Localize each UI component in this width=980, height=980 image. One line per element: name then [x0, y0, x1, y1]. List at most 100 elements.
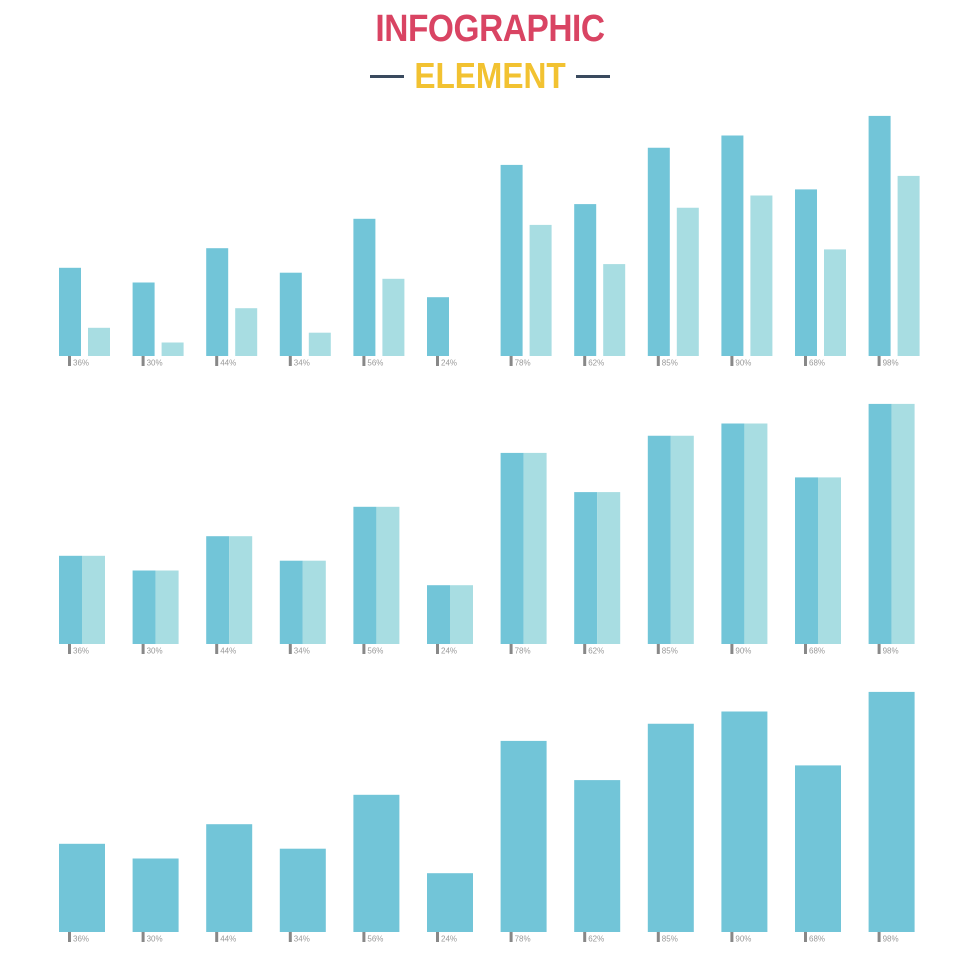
- tick-mark: [877, 644, 881, 654]
- bar-dark-half: [795, 477, 818, 644]
- tick-label: 85%: [662, 647, 678, 656]
- tick-label: 68%: [809, 359, 825, 368]
- bar: [574, 780, 621, 932]
- bar-light-half: [155, 570, 179, 644]
- tick-mark: [509, 356, 513, 366]
- bar-light: [824, 249, 846, 356]
- bar-light-half: [82, 555, 105, 644]
- bar-dark: [500, 164, 523, 356]
- tick-label: 34%: [294, 647, 310, 656]
- bar-dark-half: [868, 403, 892, 644]
- infographic-subtitle: ELEMENT: [414, 55, 566, 96]
- tick-mark: [288, 644, 292, 654]
- bar-light-half: [818, 477, 841, 644]
- chart-two-tone: 36% 30% 44% 34% 56% 24% 78% 62% 85% 90% 68% 98%: [59, 403, 915, 656]
- tick-mark: [68, 356, 71, 366]
- bar-dark-half: [59, 555, 82, 644]
- tick-mark: [804, 356, 807, 366]
- tick-mark: [656, 644, 660, 654]
- chart-grouped-offset: 36% 30% 44% 34% 56% 24% 78% 62% 85% 90% 68% 98%: [59, 115, 920, 368]
- tick-label: 90%: [735, 647, 751, 656]
- bar: [500, 740, 547, 932]
- bar-dark: [647, 147, 670, 356]
- bar-dark: [353, 218, 376, 356]
- bar-light-half: [597, 492, 621, 644]
- bar-dark-half: [206, 536, 230, 644]
- bar-light-half: [891, 403, 915, 644]
- bar-dark-half: [279, 560, 303, 644]
- tick-label: 62%: [588, 359, 604, 368]
- tick-label: 44%: [220, 359, 236, 368]
- tick-label: 90%: [735, 359, 751, 368]
- tick-label: 78%: [515, 647, 531, 656]
- tick-label: 36%: [73, 359, 89, 368]
- bar-dark: [574, 204, 597, 356]
- bar-dark: [427, 297, 449, 356]
- tick-mark: [656, 356, 660, 366]
- bar-light: [676, 207, 699, 356]
- subtitle-row: ELEMENT: [0, 55, 980, 96]
- tick-mark: [362, 932, 366, 942]
- tick-label: 44%: [220, 935, 236, 944]
- bar-light-half: [450, 585, 473, 644]
- tick-mark: [804, 644, 807, 654]
- bar-light-half: [302, 560, 326, 644]
- subtitle-rule-left: [369, 74, 404, 78]
- tick-label: 24%: [441, 935, 457, 944]
- bar-light: [603, 264, 626, 356]
- tick-label: 36%: [73, 647, 89, 656]
- bar-light: [161, 342, 184, 356]
- tick-label: 24%: [441, 359, 457, 368]
- tick-mark: [68, 644, 71, 654]
- bar: [721, 711, 768, 932]
- bar-light: [382, 278, 405, 356]
- bar-light: [235, 308, 258, 356]
- tick-mark: [141, 644, 145, 654]
- tick-mark: [288, 932, 292, 942]
- tick-mark: [583, 932, 587, 942]
- tick-mark: [215, 932, 219, 942]
- tick-label: 56%: [367, 647, 383, 656]
- tick-mark: [362, 356, 366, 366]
- tick-mark: [509, 644, 513, 654]
- bar-dark-half: [132, 570, 156, 644]
- tick-label: 85%: [662, 935, 678, 944]
- tick-mark: [656, 932, 660, 942]
- tick-mark: [141, 932, 145, 942]
- bar-dark-half: [500, 452, 524, 644]
- bar: [279, 848, 326, 932]
- tick-label: 24%: [441, 647, 457, 656]
- bar: [647, 723, 694, 932]
- tick-mark: [877, 932, 881, 942]
- tick-label: 56%: [367, 935, 383, 944]
- bar: [132, 858, 179, 932]
- bar-dark: [206, 248, 229, 356]
- bar-light-half: [229, 536, 253, 644]
- tick-label: 56%: [367, 359, 383, 368]
- bar: [206, 824, 253, 932]
- bar: [353, 794, 400, 932]
- bar: [59, 843, 105, 932]
- tick-mark: [215, 356, 219, 366]
- tick-label: 62%: [588, 647, 604, 656]
- bar-dark-half: [647, 435, 671, 644]
- bar-light-half: [523, 452, 547, 644]
- bar-dark-half: [353, 506, 377, 644]
- tick-label: 98%: [883, 359, 899, 368]
- chart-single: 36% 30% 44% 34% 56% 24% 78% 62% 85% 90% 68% 98%: [59, 691, 915, 944]
- tick-mark: [436, 932, 439, 942]
- tick-label: 98%: [883, 935, 899, 944]
- tick-label: 78%: [515, 935, 531, 944]
- tick-label: 30%: [147, 359, 163, 368]
- tick-label: 98%: [883, 647, 899, 656]
- tick-mark: [877, 356, 881, 366]
- bar-light: [308, 332, 331, 356]
- tick-label: 78%: [515, 359, 531, 368]
- tick-mark: [215, 644, 219, 654]
- bar-dark: [59, 267, 81, 356]
- bar: [427, 873, 473, 932]
- tick-label: 90%: [735, 935, 751, 944]
- tick-label: 34%: [294, 935, 310, 944]
- tick-mark: [362, 644, 366, 654]
